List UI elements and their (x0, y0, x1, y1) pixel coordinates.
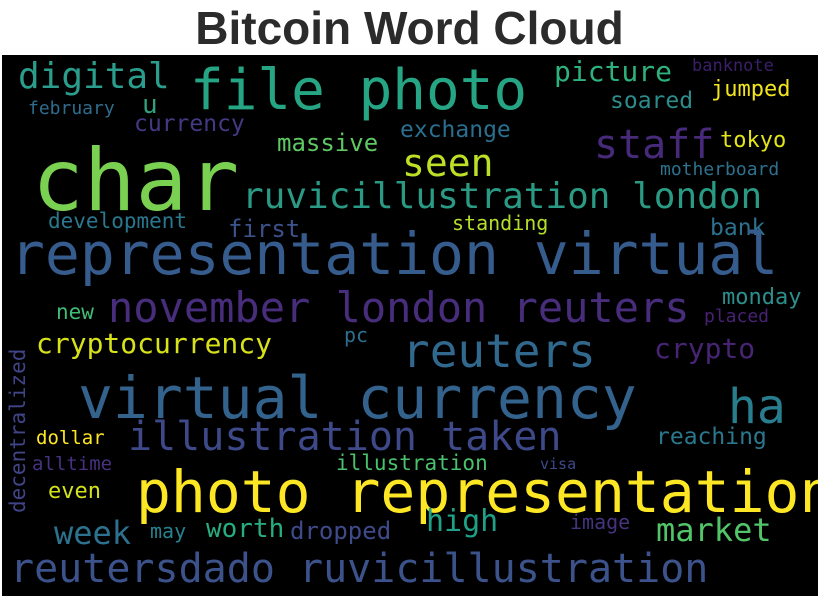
word-banknote: banknote (692, 56, 774, 76)
word-staff: staff (594, 122, 715, 168)
word-dropped: dropped (290, 517, 392, 545)
word-high: high (426, 504, 499, 539)
word-u: u (142, 90, 158, 120)
word-reutersdado-ruvicillustration: reutersdado ruvicillustration (10, 546, 709, 592)
word-currency: currency (134, 111, 245, 137)
word-image: image (570, 510, 631, 534)
word-seen: seen (402, 141, 494, 185)
chart-title: Bitcoin Word Cloud (195, 2, 624, 54)
word-november-london-reuters: november london reuters (108, 283, 690, 332)
word-worth: worth (206, 514, 285, 544)
word-picture: picture (554, 55, 673, 88)
word-virtual-currency: virtual currency (78, 364, 637, 432)
word-ruvicillustration-london: ruvicillustration london (242, 176, 763, 217)
word-placed: placed (704, 306, 770, 327)
word-reaching: reaching (656, 424, 767, 450)
word-visa: visa (540, 455, 577, 473)
word-ha: ha (728, 379, 786, 435)
word-cryptocurrency: cryptocurrency (36, 327, 273, 360)
word-new: new (56, 300, 94, 324)
word-motherboard: motherboard (660, 159, 780, 180)
word-digital: digital (18, 56, 170, 97)
word-dollar: dollar (36, 427, 105, 449)
word-jumped: jumped (711, 77, 791, 102)
word-decentralized: decentralized (6, 348, 30, 513)
word-even: even (48, 479, 101, 504)
word-file-photo: file photo (190, 58, 528, 123)
word-week: week (54, 514, 132, 552)
word-standing: standing (452, 211, 549, 235)
word-illustration-taken: illustration taken (128, 414, 562, 460)
word-illustration: illustration (336, 451, 488, 475)
word-crypto: crypto (654, 332, 756, 365)
word-development: development (48, 209, 188, 233)
word-char: char (32, 131, 240, 231)
word-massive: massive (277, 129, 379, 157)
word-monday: monday (722, 285, 802, 310)
word-bank: bank (710, 215, 766, 241)
word-alltime: alltime (32, 453, 113, 475)
word-reuters: reuters (402, 324, 596, 378)
word-pc: pc (344, 323, 369, 347)
word-february: february (28, 98, 115, 119)
word-photo-representation: photo representation (136, 458, 818, 526)
word-representation-virtual: representation virtual (10, 220, 779, 288)
word-first: first (228, 215, 301, 243)
word-exchange: exchange (400, 117, 511, 143)
word-cloud: char file photo digital picture banknote… (2, 55, 818, 596)
word-market: market (656, 511, 772, 549)
word-may: may (150, 519, 187, 543)
word-tokyo: tokyo (720, 128, 787, 153)
word-soared: soared (610, 88, 694, 114)
